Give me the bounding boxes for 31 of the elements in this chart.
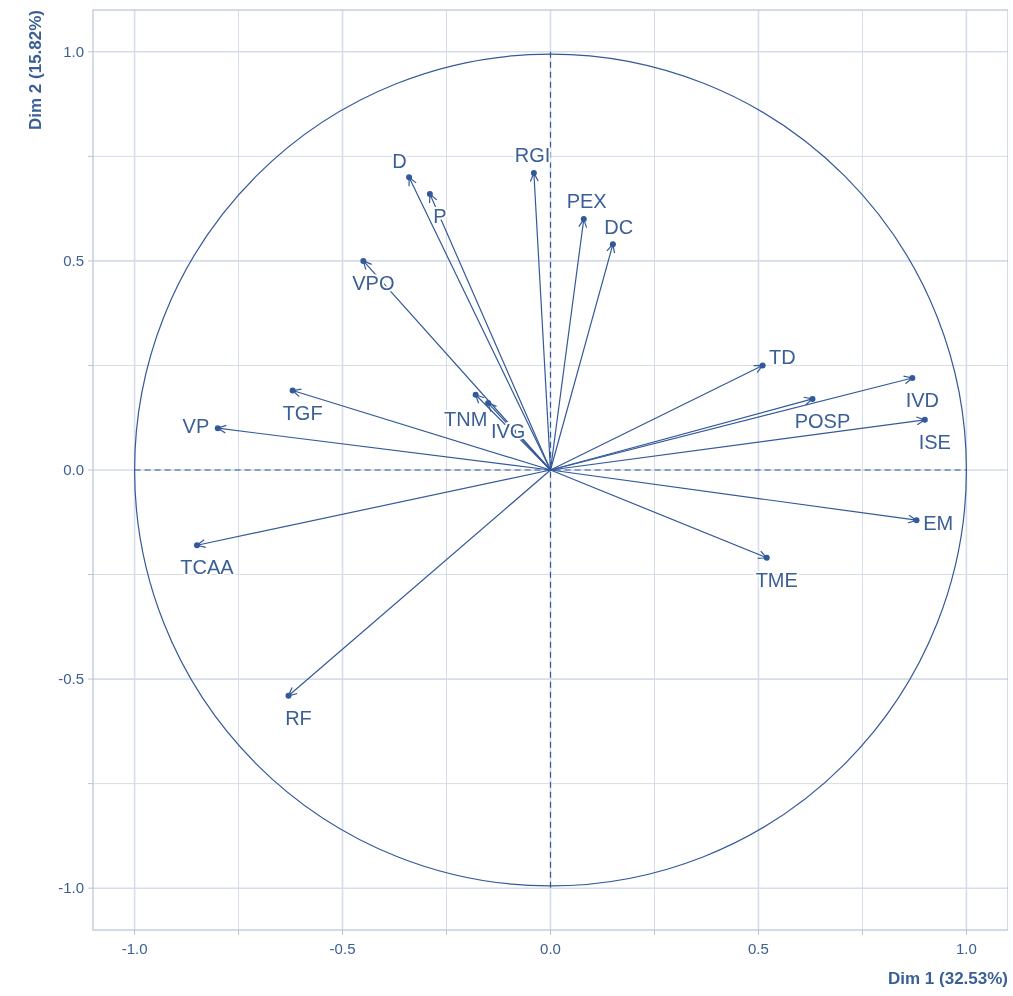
annotation: VP <box>182 414 210 437</box>
y-tick-label: 0.0 <box>63 461 84 479</box>
point <box>609 241 616 248</box>
annotation: PEX <box>566 190 607 213</box>
annotation: TME <box>755 568 798 591</box>
annotation: TD <box>769 346 796 369</box>
x-tick-label: -1.0 <box>121 940 148 957</box>
y-tick-label: -0.5 <box>58 670 84 688</box>
y-tick-label: 1.0 <box>63 43 84 61</box>
annotation: TCAA <box>180 556 235 579</box>
point <box>913 517 920 524</box>
x-tick-label: 1.0 <box>955 940 977 957</box>
annotation: D <box>392 150 407 173</box>
annotation: RGI <box>514 144 551 167</box>
point <box>214 425 221 432</box>
y-tick-label: 0.5 <box>63 252 84 270</box>
annotation: TGF <box>282 401 323 424</box>
x-tick-label: 0.5 <box>748 940 769 957</box>
point <box>759 362 766 369</box>
annotation: TNM <box>443 407 488 430</box>
annotation: RF <box>285 706 312 729</box>
x-tick-label: -0.5 <box>329 940 356 957</box>
annotation: IVD <box>905 389 940 411</box>
annotation: POSP <box>794 409 851 432</box>
x-axis-title: Dim 1 (32.53%) <box>888 969 1008 988</box>
annotation: ISE <box>918 430 951 453</box>
annotation: DC <box>604 215 634 238</box>
x-tick-label: 0.0 <box>540 940 561 957</box>
annotation: EM <box>923 511 954 534</box>
y-tick-label: -1.0 <box>58 879 84 897</box>
y-axis-title: Dim 2 (15.82%) <box>25 10 45 130</box>
